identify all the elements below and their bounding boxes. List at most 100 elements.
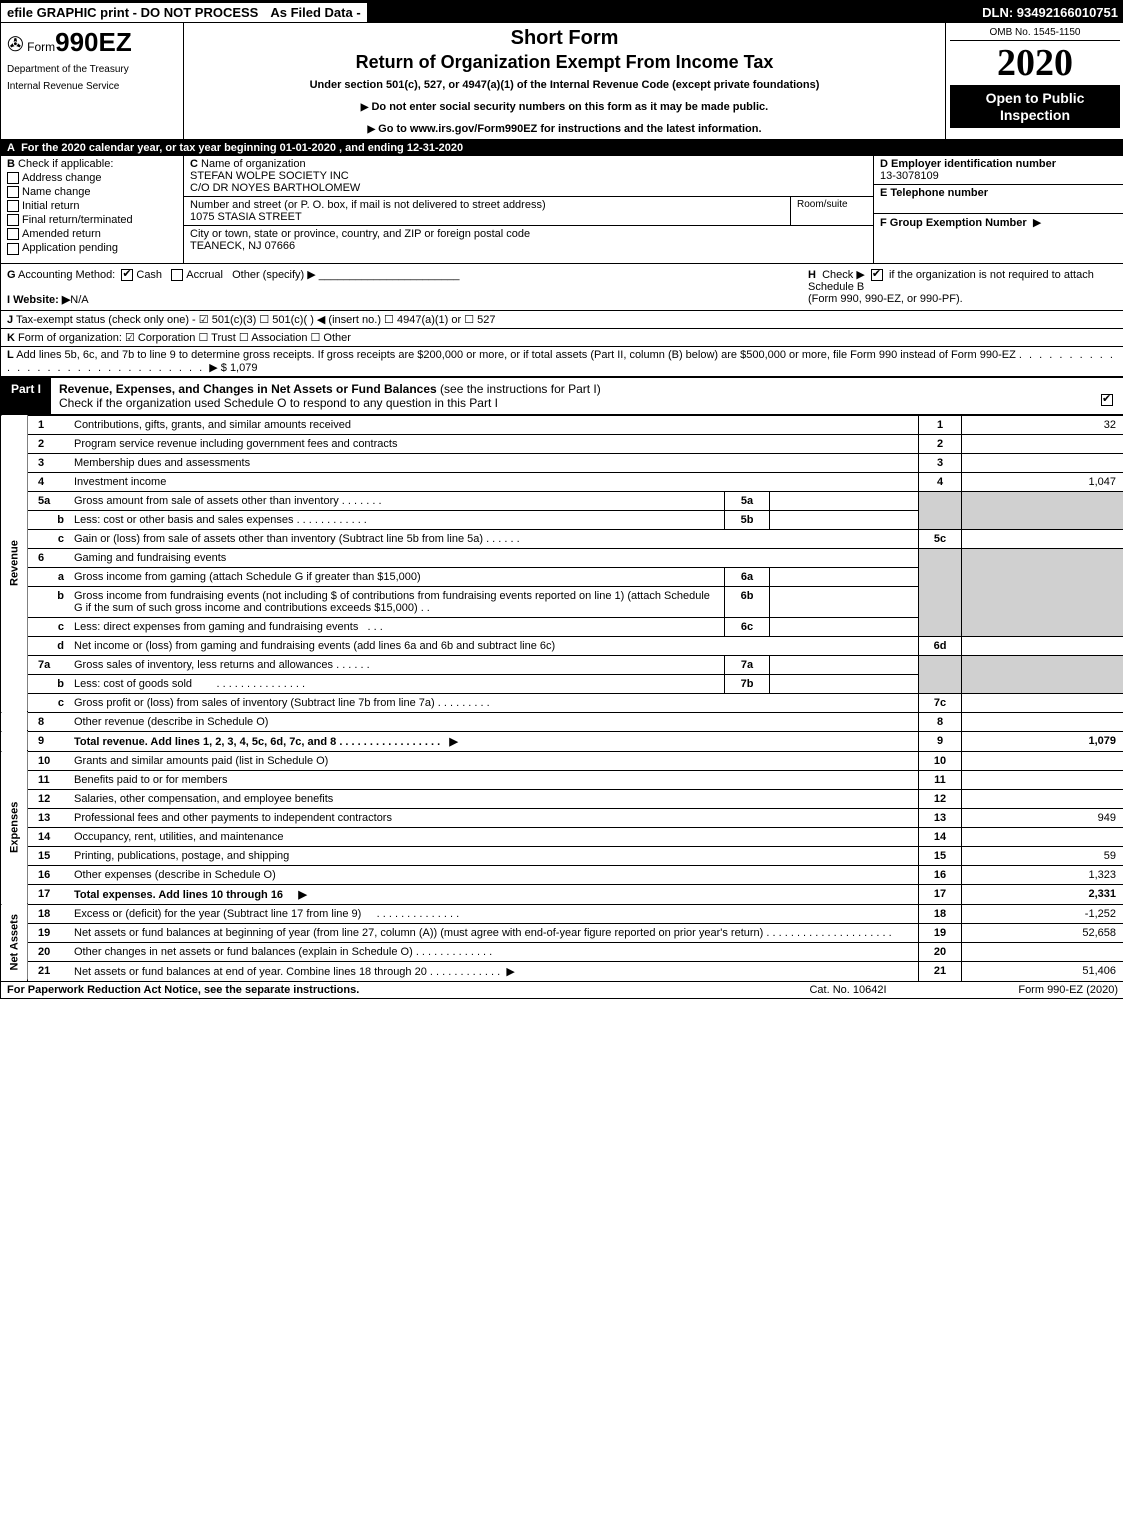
i-label: Website: ▶ [13, 294, 70, 306]
value-line-10 [962, 751, 1123, 770]
value-line-5c [962, 529, 1123, 548]
header-right: OMB No. 1545-1150 2020 Open to Public In… [945, 23, 1123, 139]
part-1-paren: (see the instructions for Part I) [440, 382, 601, 396]
checkbox-h[interactable] [871, 269, 883, 281]
footer-left: For Paperwork Reduction Act Notice, see … [7, 984, 758, 996]
value-line-15: 59 [962, 846, 1123, 865]
line-L: L Add lines 5b, 6c, and 7b to line 9 to … [1, 347, 1123, 377]
value-line-7b [770, 674, 919, 693]
side-label-netassets: Net Assets [1, 904, 28, 981]
tax-year: 2020 [950, 41, 1120, 86]
d-header: D Employer identification number [880, 158, 1056, 170]
omb-number: OMB No. 1545-1150 [950, 25, 1120, 41]
checkbox-accrual[interactable] [171, 269, 183, 281]
form-title-1: Short Form [192, 27, 937, 50]
street-value: 1075 STASIA STREET [190, 211, 302, 223]
value-line-9: 1,079 [962, 731, 1123, 751]
checkbox-cash[interactable] [121, 269, 133, 281]
value-line-14 [962, 827, 1123, 846]
arrow-icon [367, 123, 378, 135]
value-line-11 [962, 770, 1123, 789]
h-text3: (Form 990, 990-EZ, or 990-PF). [808, 293, 963, 305]
goto-link[interactable]: Go to www.irs.gov/Form990EZ for instruct… [378, 123, 761, 135]
column-B: B Check if applicable: Address change Na… [1, 156, 184, 263]
top-bar: efile GRAPHIC print - DO NOT PROCESS As … [1, 1, 1123, 23]
ein-value: 13-3078109 [880, 170, 939, 182]
city-value: TEANECK, NJ 07666 [190, 240, 295, 252]
value-line-21: 51,406 [962, 961, 1123, 981]
checkbox-application-pending[interactable] [7, 243, 19, 255]
schedule-table: Revenue 1 Contributions, gifts, grants, … [1, 415, 1123, 981]
column-C: C Name of organization STEFAN WOLPE SOCI… [184, 156, 873, 263]
address-block: B Check if applicable: Address change Na… [1, 156, 1123, 264]
value-line-5a [770, 491, 919, 510]
ssn-warning: Do not enter social security numbers on … [371, 101, 768, 113]
value-line-7c [962, 693, 1123, 712]
form-subtitle: Under section 501(c), 527, or 4947(a)(1)… [192, 79, 937, 91]
column-DEF: D Employer identification number 13-3078… [873, 156, 1123, 263]
as-filed-label: As Filed Data - [264, 3, 366, 22]
checkbox-final-return[interactable] [7, 214, 19, 226]
efile-label: efile GRAPHIC print - DO NOT PROCESS [1, 3, 264, 22]
irs-eagle-icon: ✇ [7, 34, 24, 56]
org-name: STEFAN WOLPE SOCIETY INC [190, 170, 349, 182]
value-line-3 [962, 453, 1123, 472]
value-line-19: 52,658 [962, 923, 1123, 942]
other-specify: Other (specify) ▶ [232, 269, 316, 281]
value-line-1: 32 [962, 415, 1123, 434]
value-line-17: 2,331 [962, 884, 1123, 904]
value-line-6d [962, 636, 1123, 655]
value-line-18: -1,252 [962, 904, 1123, 923]
part-1-title: Revenue, Expenses, and Changes in Net As… [59, 382, 437, 396]
value-line-5b [770, 510, 919, 529]
value-line-7a [770, 655, 919, 674]
value-line-6c [770, 617, 919, 636]
form-title-2: Return of Organization Exempt From Incom… [192, 52, 937, 73]
checkbox-amended-return[interactable] [7, 228, 19, 240]
room-header: Room/suite [791, 197, 873, 225]
city-header: City or town, state or province, country… [190, 228, 530, 240]
value-line-6b [770, 586, 919, 617]
form-header: ✇ Form990EZ Department of the Treasury I… [1, 23, 1123, 140]
footer-right: Form 990-EZ (2020) [938, 984, 1118, 996]
form-prefix: Form [27, 40, 55, 54]
f-header: F Group Exemption Number [880, 217, 1027, 229]
website-value: N/A [70, 294, 88, 306]
dln-label: DLN: 93492166010751 [976, 5, 1123, 20]
open-inspection: Open to Public Inspection [950, 86, 1120, 128]
value-line-2 [962, 434, 1123, 453]
gh-row: G Accounting Method: Cash Accrual Other … [1, 264, 1123, 311]
footer-center: Cat. No. 10642I [758, 984, 938, 996]
value-line-16: 1,323 [962, 865, 1123, 884]
line-A-text: For the 2020 calendar year, or tax year … [21, 142, 463, 154]
part-1-tab: Part I [1, 378, 51, 414]
dept-line-1: Department of the Treasury [7, 64, 177, 75]
checkbox-schedule-o[interactable] [1101, 394, 1113, 406]
value-line-6a [770, 567, 919, 586]
line-K: K Form of organization: ☑ Corporation ☐ … [1, 329, 1123, 347]
checkbox-name-change[interactable] [7, 186, 19, 198]
arrow-icon [361, 101, 372, 113]
c-header: Name of organization [201, 158, 306, 170]
arrow-icon: ▶ [506, 966, 514, 978]
value-line-8 [962, 712, 1123, 731]
check-if-applicable: Check if applicable: [18, 158, 113, 170]
line-A: A For the 2020 calendar year, or tax yea… [1, 140, 1123, 156]
arrow-icon: ▶ [449, 736, 457, 748]
arrow-icon: ▶ [298, 889, 306, 901]
value-line-4: 1,047 [962, 472, 1123, 491]
side-label-expenses: Expenses [1, 751, 28, 904]
street-header: Number and street (or P. O. box, if mail… [190, 199, 546, 211]
value-line-13: 949 [962, 808, 1123, 827]
form-page: efile GRAPHIC print - DO NOT PROCESS As … [0, 0, 1123, 999]
checkbox-initial-return[interactable] [7, 200, 19, 212]
e-header: E Telephone number [880, 187, 988, 199]
checkbox-address-change[interactable] [7, 172, 19, 184]
footer: For Paperwork Reduction Act Notice, see … [1, 981, 1123, 998]
dept-line-2: Internal Revenue Service [7, 81, 177, 92]
side-label-revenue: Revenue [1, 415, 28, 712]
value-line-12 [962, 789, 1123, 808]
part-1-header: Part I Revenue, Expenses, and Changes in… [1, 377, 1123, 415]
h-text1: Check ▶ [822, 269, 865, 281]
header-left: ✇ Form990EZ Department of the Treasury I… [1, 23, 184, 139]
